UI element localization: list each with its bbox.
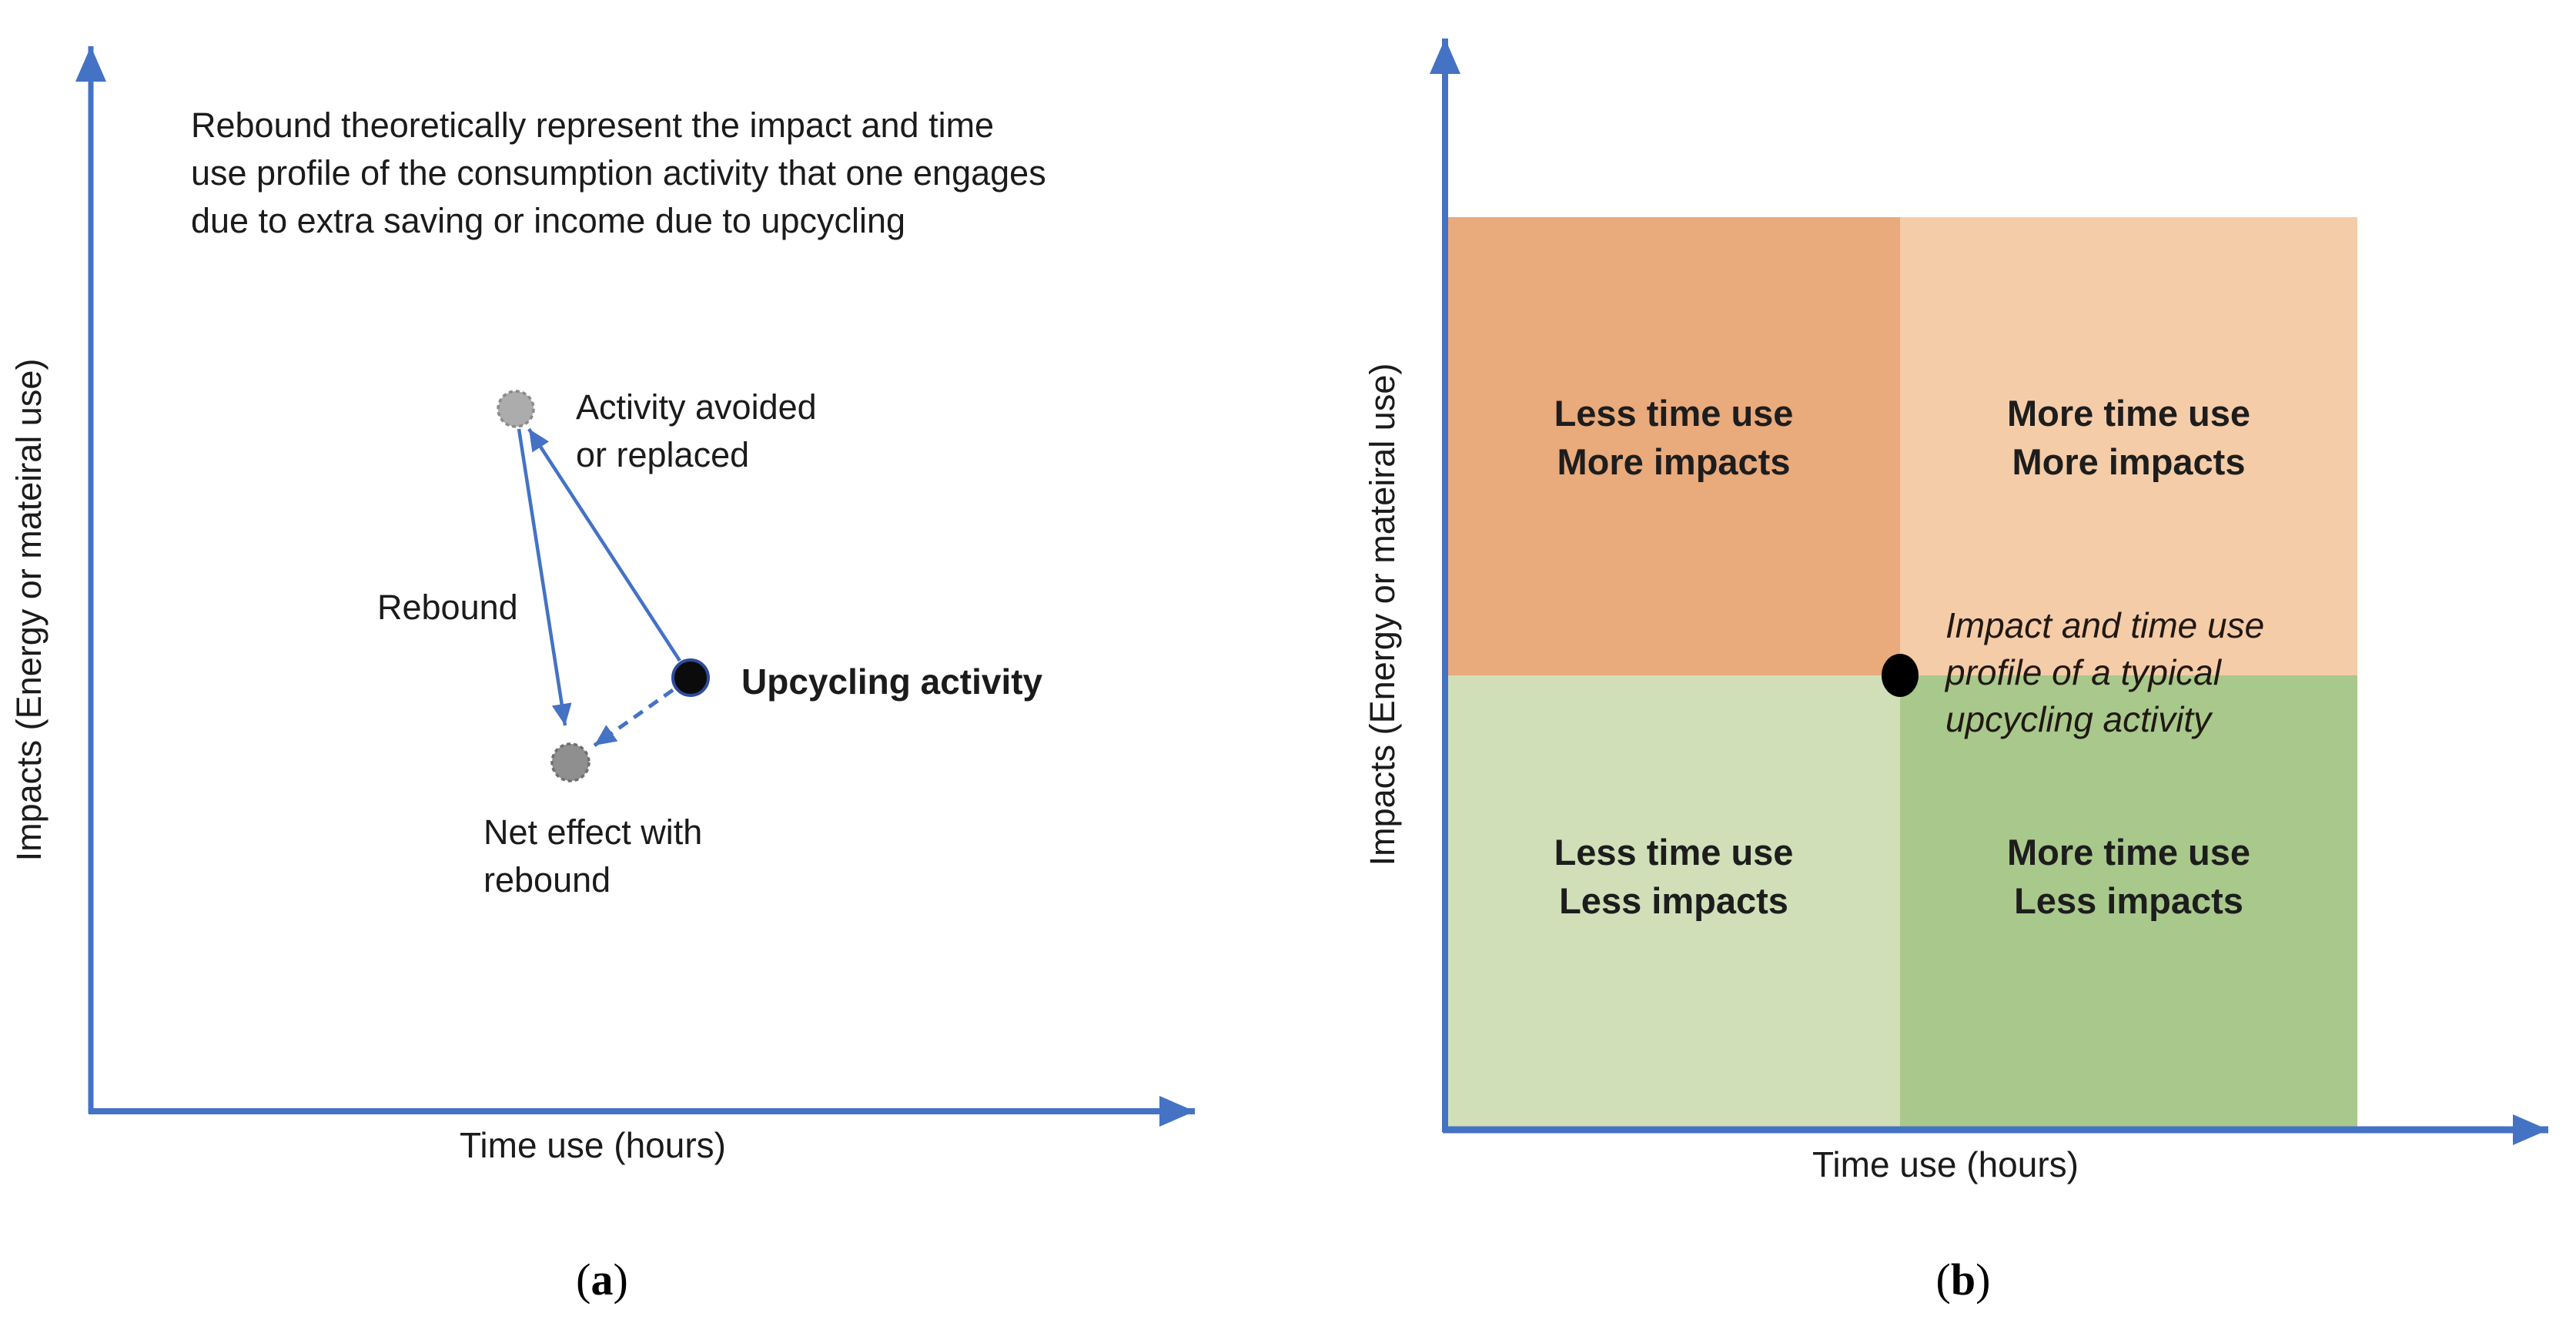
quadrant-tr-line-2: More impacts — [2012, 441, 2246, 482]
quadrant-label-bottom-right: More time use Less impacts — [1900, 828, 2357, 925]
quadrant-label-bottom-left: Less time use Less impacts — [1447, 828, 1900, 925]
net-effect-label: Net effect with rebound — [483, 809, 702, 904]
note-line-3: due to extra saving or income due to upc… — [191, 201, 906, 240]
quadrant-label-top-right: More time use More impacts — [1900, 389, 2357, 486]
caption-b-letter: b — [1950, 1255, 1976, 1305]
panel-a-note: Rebound theoretically represent the impa… — [191, 102, 1046, 245]
quadrant-label-top-left: Less time use More impacts — [1447, 389, 1900, 486]
quadrant-bottom-left — [1447, 675, 1900, 1127]
panel-b-y-axis-label: Impacts (Energy or mateiral use) — [1363, 363, 1402, 866]
quadrant-tr-line-1: More time use — [2006, 393, 2251, 434]
typical-upcycling-profile-dot — [1882, 654, 1919, 697]
caption-a-letter: a — [590, 1255, 614, 1305]
upcycling-activity-dot — [671, 658, 710, 697]
arrow-avoided-to-net-effect — [517, 428, 572, 726]
arrow-upcycling-to-net-effect-dashed — [593, 688, 674, 748]
quadrant-tl-line-1: Less time use — [1554, 393, 1794, 434]
panel-a-y-axis-label: Impacts (Energy or mateiral use) — [9, 358, 49, 862]
annotation-line-1: Impact and time use — [1945, 605, 2265, 645]
caption-b-close: ) — [1975, 1255, 1991, 1305]
annotation-line-2: profile of a typical — [1945, 652, 2221, 692]
activity-avoided-dot — [497, 390, 535, 428]
quadrant-bl-line-2: Less impacts — [1559, 880, 1788, 921]
panel-a-x-axis-label: Time use (hours) — [460, 1125, 726, 1165]
typical-upcycling-annotation: Impact and time use profile of a typical… — [1945, 602, 2264, 743]
quadrant-tl-line-2: More impacts — [1557, 441, 1791, 482]
rebound-label: Rebound — [377, 588, 518, 627]
net-effect-line-1: Net effect with — [483, 812, 703, 852]
panel-a-caption: (a) — [533, 1254, 671, 1305]
panel-b-x-axis-label: Time use (hours) — [1812, 1144, 2079, 1184]
upcycling-activity-label: Upcycling activity — [741, 662, 1043, 702]
caption-a-close: ) — [613, 1255, 628, 1305]
quadrant-top-right — [1900, 217, 2357, 675]
quadrant-bl-line-1: Less time use — [1554, 832, 1794, 873]
activity-avoided-label: Activity avoided or replaced — [576, 384, 817, 479]
quadrant-top-left — [1447, 217, 1900, 675]
net-effect-line-2: rebound — [483, 860, 611, 899]
note-line-2: use profile of the consumption activity … — [191, 153, 1046, 193]
panel-b-caption: (b) — [1894, 1254, 2032, 1305]
arrow-upcycling-to-avoided — [527, 427, 681, 662]
quadrant-bottom-right — [1900, 675, 2357, 1127]
quadrant-br-line-2: Less impacts — [2014, 880, 2243, 921]
annotation-line-3: upcycling activity — [1945, 699, 2212, 739]
note-line-1: Rebound theoretically represent the impa… — [191, 106, 995, 145]
net-effect-dot — [550, 742, 590, 782]
quadrant-br-line-1: More time use — [2006, 832, 2251, 873]
activity-avoided-line-2: or replaced — [576, 435, 750, 474]
caption-a-open: ( — [576, 1255, 591, 1305]
caption-b-open: ( — [1935, 1255, 1951, 1305]
activity-avoided-line-1: Activity avoided — [576, 387, 817, 427]
